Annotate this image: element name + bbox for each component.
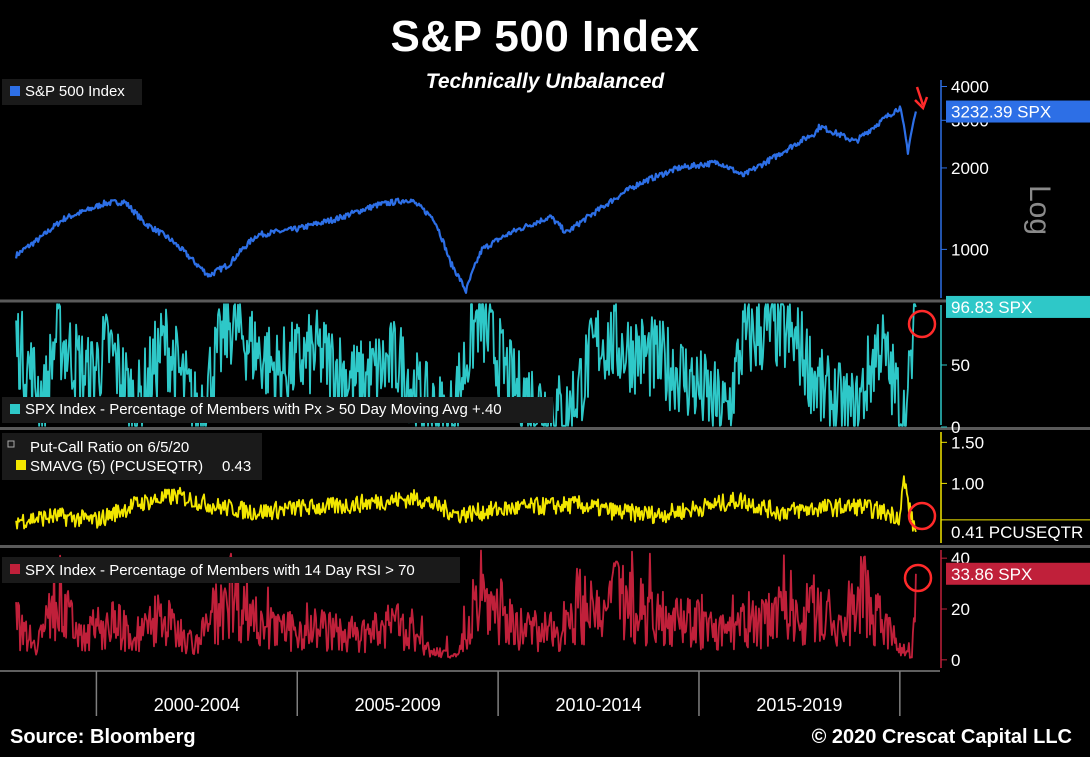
rsi70-last-value-label: 33.86 SPX xyxy=(951,565,1032,584)
putcall-panel: 1.00 1.50 0.41 PCUSEQTR Put-Call Ratio on 6… xyxy=(2,432,1090,543)
breadth50-legend-label: SPX Index - Percentage of Members with P… xyxy=(25,401,502,418)
rsi70-y-tick-label: 20 xyxy=(951,600,970,619)
spx-last-value-tag xyxy=(946,100,1090,123)
x-axis-period-label: 2000-2004 xyxy=(154,695,240,715)
x-axis-period-label: 2010-2014 xyxy=(556,695,642,715)
putcall-series-line xyxy=(15,475,917,533)
putcall-legend-title-swatch xyxy=(7,440,15,448)
putcall-legend-label: SMAVG (5) (PCUSEQTR) xyxy=(30,458,203,475)
breadth50-legend-box xyxy=(2,397,553,423)
spx-legend-box xyxy=(2,79,142,105)
putcall-legend-box xyxy=(2,433,262,480)
callout-arrow-head xyxy=(914,96,929,111)
page-subtitle: Technically Unbalanced xyxy=(425,70,665,93)
x-axis-period-label: 2015-2019 xyxy=(756,695,842,715)
panel-separator xyxy=(0,299,1090,303)
rsi70-legend-box xyxy=(2,557,460,583)
rsi70-y-tick-label: 0 xyxy=(951,651,960,670)
breadth50-legend-swatch xyxy=(10,404,20,414)
spx-last-value-label: 3232.39 SPX xyxy=(951,103,1051,122)
putcall-legend-value: 0.43 xyxy=(222,458,251,475)
putcall-callout-circle xyxy=(907,501,937,531)
panel-separator xyxy=(0,427,1090,430)
rsi70-legend-label: SPX Index - Percentage of Members with 1… xyxy=(25,562,415,579)
panel-separator xyxy=(0,545,1090,548)
breadth50-last-value-label: 96.83 SPX xyxy=(951,298,1032,317)
putcall-y-tick-label: 1.50 xyxy=(951,433,984,452)
putcall-legend-swatch xyxy=(16,460,26,470)
callout-arrow-shaft xyxy=(915,86,925,106)
breadth50-y-tick-label: 50 xyxy=(951,356,970,375)
copyright-label: © 2020 Crescat Capital LLC xyxy=(811,726,1072,748)
breadth50-last-value-tag xyxy=(946,295,1090,318)
source-label: Source: Bloomberg xyxy=(10,726,196,748)
breadth50-callout-circle xyxy=(907,309,937,339)
x-axis: 2000-2004 2005-2009 2010-2014 2015-2019 xyxy=(0,670,940,716)
spx-y-tick-label: 1000 xyxy=(951,240,989,259)
spx-legend-swatch xyxy=(10,86,20,96)
breadth50-series-line xyxy=(15,303,917,427)
rsi70-series-line xyxy=(15,549,917,659)
putcall-last-value-tag xyxy=(946,520,1090,543)
spx-y-tick-label: 2000 xyxy=(951,159,989,178)
putcall-legend-title: Put-Call Ratio on 6/5/20 xyxy=(30,439,189,456)
rsi70-last-value-tag xyxy=(946,562,1090,585)
breadth50-y-tick-label: 0 xyxy=(951,418,960,437)
putcall-y-tick-label: 1.00 xyxy=(951,474,984,493)
spx-scale-label: Log xyxy=(1023,185,1056,235)
spx-series-line xyxy=(15,105,917,294)
spx-y-tick-label: 4000 xyxy=(951,77,989,96)
breadth50-panel: 0 50 96.83 SPX SPX Index - Percentage of Me… xyxy=(2,295,1090,437)
x-axis-period-label: 2005-2009 xyxy=(355,695,441,715)
page-title: S&P 500 Index xyxy=(390,12,700,61)
spx-legend-label: S&P 500 Index xyxy=(25,83,125,100)
putcall-last-value-label: 0.41 PCUSEQTR xyxy=(951,523,1083,542)
rsi70-legend-swatch xyxy=(10,564,20,574)
rsi70-callout-circle xyxy=(903,563,933,593)
